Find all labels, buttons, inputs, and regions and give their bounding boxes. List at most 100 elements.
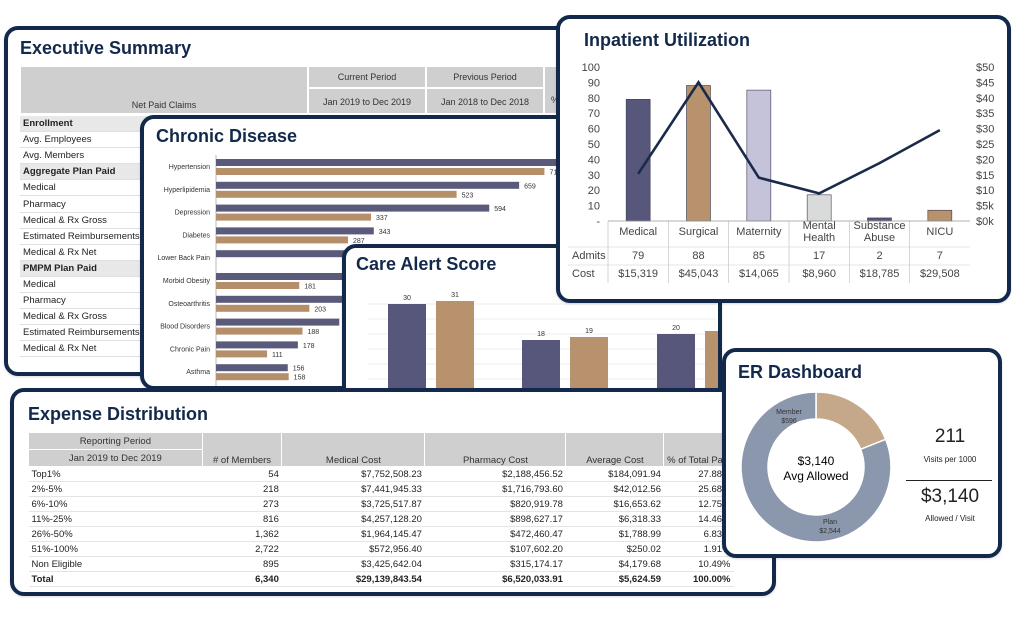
chronic-reporting-bar: [216, 295, 343, 303]
expense-cell: $3,725,517.87: [281, 496, 425, 512]
medical-cost-header: Medical Cost: [281, 432, 426, 467]
allowed-label: Allowed / Visit: [925, 514, 975, 523]
chronic-category-label: Depression: [175, 210, 211, 217]
inpatient-y2-tick: $25: [976, 139, 994, 151]
expense-cell: 54: [202, 466, 282, 482]
expense-cell: $42,012.56: [565, 481, 664, 497]
expense-cell: $6,318.33: [565, 511, 664, 527]
inpatient-category-label: Maternity: [736, 226, 782, 238]
summary-row-label: Pharmacy: [20, 197, 148, 213]
chronic-reporting-value: 178: [303, 343, 315, 350]
previous-period-header: Previous Period: [426, 66, 544, 88]
inpatient-admits-bar: [806, 194, 832, 222]
period-header: Reporting Period: [28, 432, 203, 450]
inpatient-y-tick: 60: [588, 124, 600, 136]
inpatient-category-label: Substance: [854, 220, 906, 232]
summary-row-label: Medical & Rx Gross: [20, 213, 148, 229]
chronic-comparison-value: 188: [307, 329, 319, 336]
expense-cell: $315,174.17: [424, 556, 566, 572]
chronic-comparison-value: 181: [304, 284, 316, 291]
er-dashboard-panel: ER Dashboard Member $596 Plan $2,544 $3,140 A…: [722, 348, 1002, 558]
inpatient-cost-value: $29,508: [920, 268, 960, 280]
er-plan-value: $2,544: [819, 528, 841, 535]
average-cost-header: Average Cost: [565, 432, 665, 467]
care-comparison-bar: [705, 331, 718, 394]
care-reporting-bar: [388, 304, 426, 394]
expense-cell: 26%-50%: [28, 526, 203, 542]
inpatient-cost-row-label: Cost: [572, 268, 595, 280]
expense-cell: 14.46%: [663, 511, 734, 527]
current-period-header: Current Period: [308, 66, 426, 88]
inpatient-admits-value: 79: [632, 250, 644, 262]
expense-cell: $1,716,793.60: [424, 481, 566, 497]
inpatient-y-tick: 70: [588, 108, 600, 120]
inpatient-y2-tick: $45: [976, 77, 994, 89]
inpatient-utilization-title: Inpatient Utilization: [584, 30, 750, 50]
expense-cell: 25.68%: [663, 481, 734, 497]
inpatient-y-tick: 90: [588, 77, 600, 89]
expense-cell: $107,602.20: [424, 541, 566, 557]
expense-cell: $7,441,945.33: [281, 481, 425, 497]
care-reporting-bar: [522, 340, 560, 394]
er-member-label: Member: [776, 409, 802, 416]
chronic-category-label: Lower Back Pain: [157, 255, 210, 262]
expense-cell: 2,722: [202, 541, 282, 557]
inpatient-y2-tick: $10: [976, 185, 994, 197]
expense-cell: $2,188,456.52: [424, 466, 566, 482]
inpatient-admits-row-label: Admits: [572, 250, 606, 262]
expense-cell: Top1%: [28, 466, 203, 482]
inpatient-category-label: Abuse: [864, 232, 895, 244]
er-center-value: $3,140: [798, 454, 835, 468]
expense-cell: 12.75%: [663, 496, 734, 512]
inpatient-y-tick: 20: [588, 185, 600, 197]
pharmacy-cost-header: Pharmacy Cost: [424, 432, 567, 467]
expense-cell: $16,653.62: [565, 496, 664, 512]
allowed-value: $3,140: [920, 486, 980, 507]
expense-cell: $29,139,843.54: [281, 571, 425, 587]
care-bar-value: 31: [451, 292, 459, 299]
chronic-reporting-value: 594: [494, 206, 506, 213]
previous-period-range: Jan 2018 to Dec 2018: [426, 88, 544, 114]
chronic-reporting-value: 343: [379, 229, 391, 236]
chronic-reporting-bar: [216, 273, 347, 280]
expense-cell: 1.91%: [663, 541, 734, 557]
chronic-comparison-value: 287: [353, 238, 365, 245]
chronic-comparison-bar: [216, 373, 289, 381]
current-period-range: Jan 2019 to Dec 2019: [308, 88, 426, 114]
expense-row: Non Eligible 895 $3,425,642.04 $315,174.17 $…: [28, 556, 734, 572]
inpatient-category-label: Surgical: [679, 226, 719, 238]
expense-cell: 6,340: [202, 571, 282, 587]
care-bar-value: 21: [720, 322, 722, 329]
inpatient-cost-value: $18,785: [860, 268, 900, 280]
chronic-reporting-bar: [216, 181, 520, 189]
chronic-category-label: Diabetes: [182, 232, 210, 239]
chronic-category-label: Chronic Pain: [170, 346, 210, 353]
inpatient-y2-tick: $5k: [976, 201, 994, 213]
care-bar-value: 30: [403, 295, 411, 302]
summary-row-label: Pharmacy: [20, 293, 148, 310]
expense-cell: 10.49%: [663, 556, 734, 572]
expense-row: Top1% 54 $7,752,508.23 $2,188,456.52 $184,09…: [28, 466, 734, 482]
inpatient-category-label: Health: [803, 232, 835, 244]
expense-cell: $250.02: [565, 541, 664, 557]
inpatient-cost-value: $14,065: [739, 268, 779, 280]
summary-row-label: Medical & Rx Net: [20, 245, 148, 261]
chronic-comparison-bar: [216, 327, 303, 335]
inpatient-y2-tick: $30: [976, 124, 994, 136]
expense-cell: 27.88%: [663, 466, 734, 482]
inpatient-y2-tick: $50: [976, 62, 994, 74]
expense-cell: $1,964,145.47: [281, 526, 425, 542]
inpatient-admits-bar: [927, 209, 953, 222]
inpatient-y-tick: 50: [588, 139, 600, 151]
inpatient-admits-value: 2: [876, 250, 882, 262]
chronic-category-label: Asthma: [186, 369, 210, 376]
inpatient-category-label: Medical: [619, 226, 657, 238]
chronic-disease-title: Chronic Disease: [156, 126, 298, 146]
inpatient-admits-bar: [746, 89, 772, 222]
expense-cell: $7,752,508.23: [281, 466, 425, 482]
expense-cell: 51%-100%: [28, 541, 203, 557]
chronic-reporting-bar: [216, 318, 340, 326]
expense-row: 26%-50% 1,362 $1,964,145.47 $472,460.47 $1,7…: [28, 526, 734, 542]
expense-cell: Total: [28, 571, 203, 587]
